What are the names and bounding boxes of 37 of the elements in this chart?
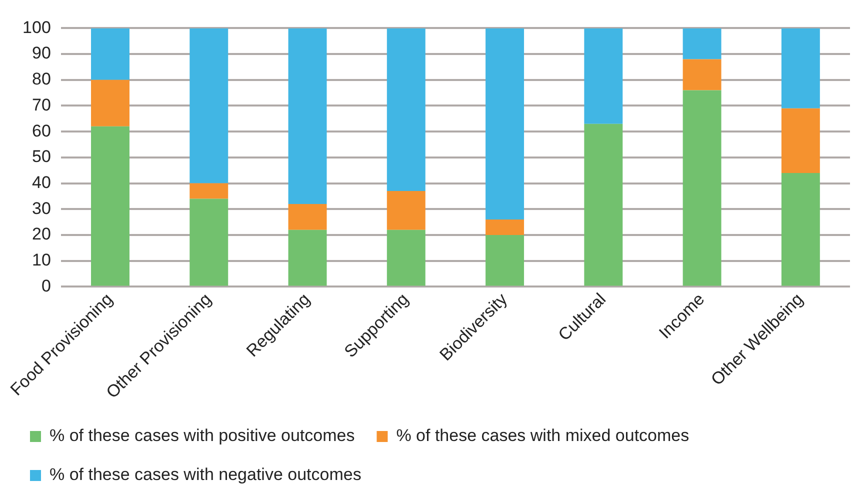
y-tick-label: 0 xyxy=(41,276,51,296)
bar xyxy=(781,28,820,108)
bar xyxy=(386,28,426,192)
bar xyxy=(486,28,524,220)
legend-label: % of these cases with positive outcomes xyxy=(50,426,355,446)
bar xyxy=(386,230,426,286)
y-tick-label: 30 xyxy=(32,198,51,218)
y-tick-label: 40 xyxy=(32,172,51,192)
y-tick-label: 80 xyxy=(32,70,51,89)
bar xyxy=(190,198,228,286)
y-tick-label: 70 xyxy=(32,95,51,114)
y-tick-label: 60 xyxy=(32,121,51,140)
bar xyxy=(190,183,228,199)
bar xyxy=(190,28,228,184)
bar xyxy=(584,28,623,124)
bar xyxy=(288,28,327,204)
bar xyxy=(288,230,327,286)
bar xyxy=(682,59,722,90)
bar xyxy=(486,234,524,286)
bar xyxy=(91,80,130,126)
y-tick-label: 20 xyxy=(32,224,51,244)
bar xyxy=(781,108,820,173)
bar xyxy=(91,126,130,286)
bar xyxy=(91,28,130,80)
legend-label: % of these cases with negative outcomes xyxy=(50,465,362,484)
bar xyxy=(781,172,820,286)
legend-label: % of these cases with mixed outcomes xyxy=(396,426,690,446)
bar xyxy=(584,124,623,286)
y-tick-label: 90 xyxy=(32,44,51,63)
bar xyxy=(288,204,327,230)
bar xyxy=(682,90,722,286)
bar xyxy=(386,191,426,230)
bar xyxy=(486,219,524,235)
y-tick-label: 100 xyxy=(22,18,51,37)
y-tick-label: 50 xyxy=(32,147,51,166)
bar xyxy=(682,28,722,60)
y-tick-label: 10 xyxy=(32,250,51,270)
